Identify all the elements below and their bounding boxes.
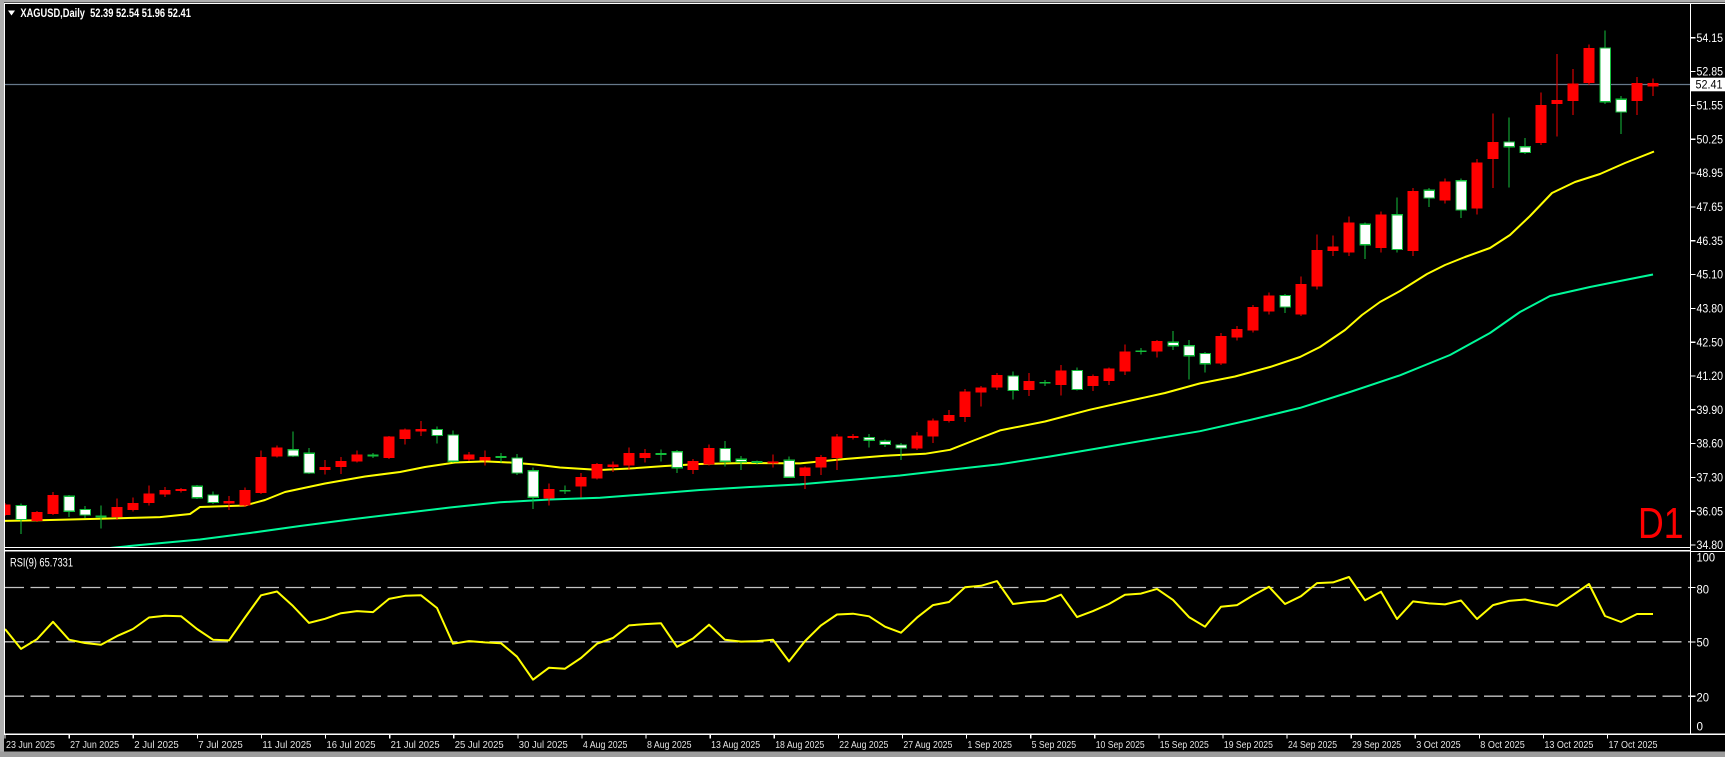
svg-text:RSI(9) 65.7331: RSI(9) 65.7331	[10, 558, 73, 570]
svg-text:3 Oct 2025: 3 Oct 2025	[1416, 739, 1461, 751]
svg-text:25 Jul 2025: 25 Jul 2025	[455, 739, 504, 751]
svg-text:43.80: 43.80	[1697, 304, 1724, 316]
svg-text:8 Oct 2025: 8 Oct 2025	[1480, 739, 1525, 751]
svg-text:16 Jul 2025: 16 Jul 2025	[327, 739, 376, 751]
svg-text:24 Sep 2025: 24 Sep 2025	[1288, 739, 1337, 751]
svg-text:38.60: 38.60	[1697, 439, 1724, 451]
svg-text:29 Sep 2025: 29 Sep 2025	[1352, 739, 1401, 751]
svg-text:52.85: 52.85	[1697, 67, 1724, 79]
svg-text:13 Aug 2025: 13 Aug 2025	[711, 739, 760, 751]
svg-text:46.35: 46.35	[1697, 236, 1724, 248]
svg-text:XAGUSD,Daily 52.39 52.54 51.9: XAGUSD,Daily 52.39 52.54 51.96 52.41	[20, 6, 191, 20]
svg-text:18 Aug 2025: 18 Aug 2025	[775, 739, 824, 751]
svg-text:54.15: 54.15	[1697, 33, 1724, 45]
svg-text:100: 100	[1697, 553, 1716, 565]
svg-text:20: 20	[1697, 693, 1710, 705]
svg-text:22 Aug 2025: 22 Aug 2025	[839, 739, 888, 751]
svg-text:4 Aug 2025: 4 Aug 2025	[583, 739, 628, 751]
svg-text:42.50: 42.50	[1697, 337, 1724, 349]
svg-text:D1: D1	[1638, 499, 1684, 548]
svg-text:7 Jul 2025: 7 Jul 2025	[198, 739, 243, 751]
svg-text:39.90: 39.90	[1697, 405, 1724, 417]
svg-text:2 Jul 2025: 2 Jul 2025	[134, 739, 179, 751]
svg-text:13 Oct 2025: 13 Oct 2025	[1544, 739, 1593, 751]
svg-text:36.05: 36.05	[1697, 506, 1724, 518]
svg-text:11 Jul 2025: 11 Jul 2025	[262, 739, 311, 751]
svg-text:50: 50	[1697, 638, 1710, 650]
svg-text:41.20: 41.20	[1697, 371, 1724, 383]
svg-text:10 Sep 2025: 10 Sep 2025	[1096, 739, 1145, 751]
svg-text:8 Aug 2025: 8 Aug 2025	[647, 739, 692, 751]
svg-text:27 Jun 2025: 27 Jun 2025	[70, 739, 119, 751]
svg-text:19 Sep 2025: 19 Sep 2025	[1224, 739, 1273, 751]
svg-text:27 Aug 2025: 27 Aug 2025	[903, 739, 952, 751]
svg-text:45.10: 45.10	[1697, 270, 1724, 282]
svg-text:15 Sep 2025: 15 Sep 2025	[1160, 739, 1209, 751]
svg-text:21 Jul 2025: 21 Jul 2025	[391, 739, 440, 751]
svg-text:51.55: 51.55	[1697, 101, 1724, 113]
svg-text:48.95: 48.95	[1697, 168, 1724, 180]
svg-text:80: 80	[1697, 585, 1710, 597]
svg-text:1 Sep 2025: 1 Sep 2025	[968, 739, 1013, 751]
svg-text:0: 0	[1697, 722, 1704, 734]
svg-text:34.80: 34.80	[1697, 540, 1724, 552]
svg-text:23 Jun 2025: 23 Jun 2025	[6, 739, 55, 751]
svg-text:50.25: 50.25	[1697, 134, 1724, 146]
svg-text:17 Oct 2025: 17 Oct 2025	[1609, 739, 1658, 751]
svg-text:30 Jul 2025: 30 Jul 2025	[519, 739, 568, 751]
svg-text:37.30: 37.30	[1697, 473, 1724, 485]
svg-text:52.41: 52.41	[1696, 80, 1723, 92]
svg-text:5 Sep 2025: 5 Sep 2025	[1032, 739, 1077, 751]
svg-text:47.65: 47.65	[1697, 202, 1724, 214]
